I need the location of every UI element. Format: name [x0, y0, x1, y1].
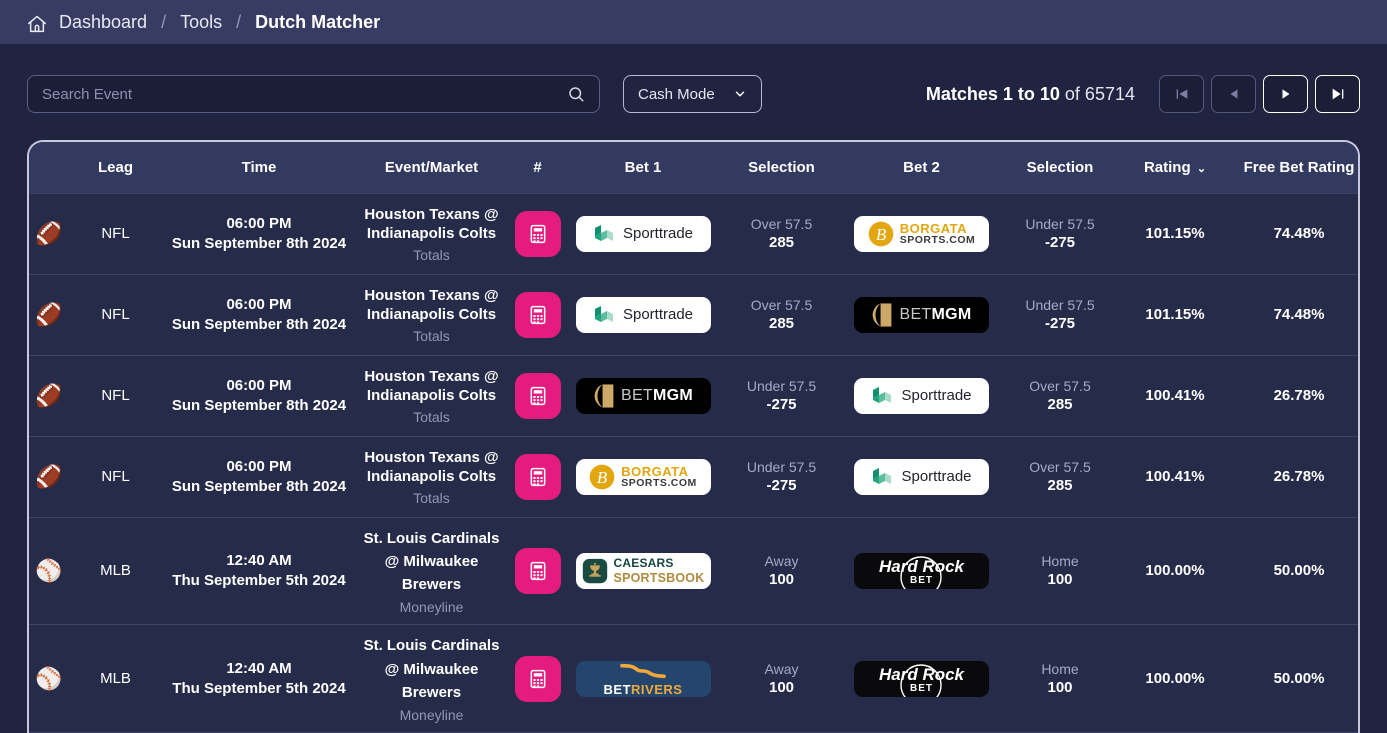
svg-text:B: B: [876, 224, 886, 243]
svg-text:B: B: [597, 467, 607, 486]
